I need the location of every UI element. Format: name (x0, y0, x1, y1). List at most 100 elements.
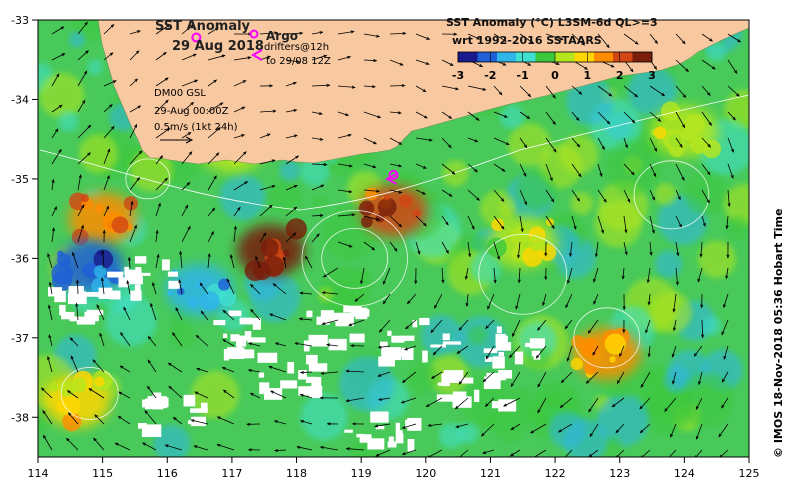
current-arrowhead (110, 23, 115, 28)
no-data-cell (135, 267, 142, 275)
anomaly-patch (468, 325, 488, 345)
current-arrowhead (647, 301, 651, 306)
anomaly-speck (93, 265, 107, 278)
current-arrow (586, 371, 599, 384)
argo-float-marker (388, 169, 399, 180)
current-arrow (597, 33, 610, 48)
current-arrowhead (603, 198, 607, 203)
current-arrowhead (237, 206, 241, 211)
current-arrow (348, 319, 365, 326)
current-arrowhead (375, 453, 380, 457)
current-arrowhead (221, 367, 226, 370)
current-arrowhead (624, 251, 628, 256)
current-arrow (248, 342, 261, 347)
current-arrowhead (200, 310, 205, 315)
current-arrow (467, 241, 471, 257)
current-arrow (389, 215, 402, 227)
current-arrowhead (109, 104, 113, 108)
x-tick-label: 124 (674, 467, 695, 480)
current-arrow (311, 233, 320, 243)
current-arrow (649, 189, 655, 200)
current-arrow (129, 201, 133, 217)
current-arrowhead (508, 354, 513, 359)
current-arrow (129, 78, 138, 87)
anomaly-speck (681, 124, 699, 142)
current-arrowhead (639, 429, 644, 434)
current-arrow (434, 293, 443, 309)
current-arrow (593, 293, 599, 305)
current-arrowhead (657, 118, 662, 122)
current-arrow (337, 134, 352, 139)
current-arrow (467, 137, 478, 143)
current-arrow (697, 267, 703, 282)
current-arrowhead (482, 378, 487, 383)
current-arrowhead (164, 77, 169, 81)
current-arrow (510, 449, 521, 457)
current-arrowhead (593, 278, 597, 283)
current-arrow (727, 189, 730, 207)
map-frame (37, 19, 750, 458)
current-arrowhead (61, 53, 66, 57)
current-arrowhead (188, 151, 193, 155)
argo-float-marker (191, 32, 202, 43)
current-arrow (337, 163, 352, 167)
current-arrowhead (640, 455, 644, 457)
current-arrowhead (401, 425, 406, 429)
current-arrowhead (47, 304, 51, 309)
current-arrowhead (553, 148, 557, 153)
current-arrow (389, 163, 402, 167)
current-arrowhead (427, 455, 430, 457)
argo-label: Argo (266, 29, 298, 43)
current-arrowhead (376, 34, 381, 38)
current-arrow (458, 319, 469, 331)
anomaly-patch (153, 424, 191, 457)
current-arrow (103, 24, 114, 35)
current-arrow (70, 337, 79, 347)
current-arrow (250, 284, 261, 295)
current-arrow (41, 387, 53, 399)
current-arrow (615, 423, 625, 433)
anomaly-patch (57, 111, 79, 132)
current-arrow (207, 231, 214, 243)
current-arrow (723, 293, 729, 308)
anomaly-speck (528, 234, 545, 252)
current-arrow (363, 85, 376, 88)
current-arrow (178, 279, 183, 295)
current-arrowhead (624, 144, 628, 149)
current-arrowhead (293, 134, 298, 138)
current-arrowhead (448, 193, 453, 197)
current-arrowhead (319, 31, 324, 35)
current-arrowhead (376, 217, 381, 221)
current-arrow (441, 163, 455, 175)
anomaly-patch (249, 271, 301, 323)
current-arrow (405, 319, 417, 329)
current-arrow (694, 345, 703, 357)
no-data-cell (529, 338, 546, 349)
current-arrow (103, 80, 117, 87)
anomaly-patch (701, 315, 722, 336)
current-arrow (51, 149, 62, 165)
current-arrow (155, 155, 163, 165)
current-arrow (623, 137, 628, 148)
current-arrowhead (672, 308, 676, 313)
no-data-cell (514, 351, 524, 365)
current-arrow (672, 345, 677, 357)
current-arrowhead (428, 138, 433, 142)
current-arrow (519, 215, 523, 232)
current-arrow (285, 82, 297, 87)
current-arrow (675, 111, 685, 128)
current-arrow (515, 293, 521, 309)
current-arrowhead (111, 125, 115, 130)
current-arrow (155, 178, 168, 191)
current-arrowhead (455, 424, 460, 428)
y-tick-label: -34 (11, 93, 29, 106)
current-arrow (670, 423, 677, 438)
current-arrow (402, 423, 417, 429)
current-arrow (196, 368, 209, 373)
current-arrow (233, 134, 245, 139)
current-arrowhead (233, 225, 237, 230)
current-arrow (285, 32, 303, 35)
current-arrowhead (134, 123, 138, 128)
current-arrow (701, 319, 704, 338)
no-data-cell (461, 377, 474, 384)
